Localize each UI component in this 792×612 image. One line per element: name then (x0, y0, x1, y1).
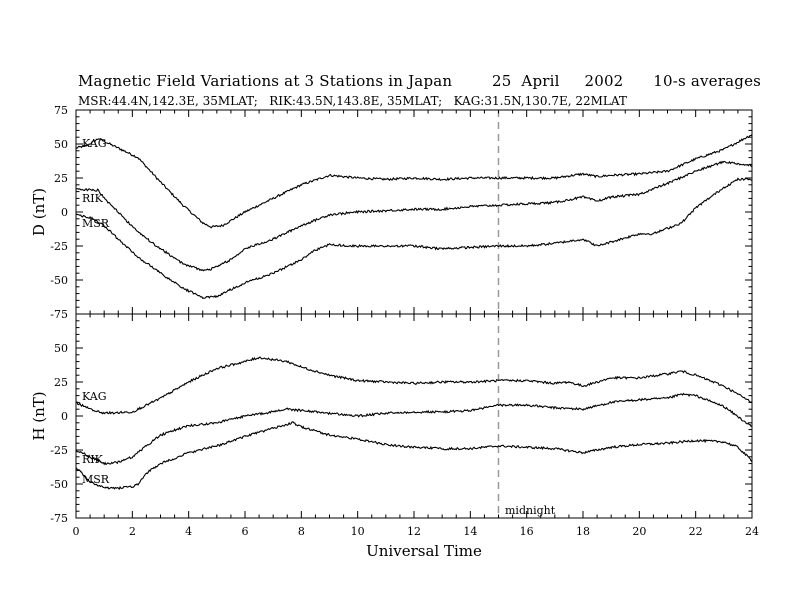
station-coordinates: MSR:44.4N,142.3E, 35MLAT; RIK:43.5N,143.… (78, 94, 627, 108)
x-tick-label: 0 (73, 525, 80, 538)
y-tick-label: 0 (61, 206, 68, 219)
y-tick-label: -25 (50, 444, 68, 457)
d-rik-series-line (75, 160, 753, 272)
h-panel-ylabel: H (nT) (30, 391, 48, 440)
x-tick-label: 12 (407, 525, 421, 538)
h-msr-series-line (75, 421, 753, 491)
x-tick-label: 24 (745, 525, 759, 538)
x-tick-label: 22 (689, 525, 703, 538)
x-axis-title: Universal Time (366, 542, 482, 560)
x-tick-label: 14 (463, 525, 477, 538)
d-kag-series-line (75, 134, 753, 229)
y-tick-label: 0 (61, 410, 68, 423)
h-msr-label: MSR (82, 473, 110, 486)
x-tick-label: 4 (185, 525, 192, 538)
x-tick-label: 6 (242, 525, 249, 538)
x-tick-label: 18 (576, 525, 590, 538)
y-tick-label: 25 (54, 376, 68, 389)
y-tick-label: 50 (54, 138, 68, 151)
h-kag-label: KAG (82, 390, 107, 403)
d-kag-label: KAG (82, 137, 107, 150)
y-tick-label: -75 (50, 308, 68, 321)
y-tick-label: 75 (54, 104, 68, 117)
d-msr-series-line (75, 177, 753, 300)
x-tick-label: 16 (520, 525, 534, 538)
h-panel-frame (75, 313, 753, 519)
y-tick-label: -50 (50, 274, 68, 287)
h-kag-series-line (75, 356, 753, 415)
series-lines (75, 134, 753, 491)
y-tick-label: 50 (54, 342, 68, 355)
d-rik-label: RIK (82, 192, 104, 205)
x-tick-label: 10 (351, 525, 365, 538)
y-tick-label: -75 (50, 512, 68, 525)
d-panel-ylabel: D (nT) (30, 188, 48, 236)
y-tick-label: 25 (54, 172, 68, 185)
x-tick-label: 20 (632, 525, 646, 538)
y-tick-label: -25 (50, 240, 68, 253)
d-msr-label: MSR (82, 217, 110, 230)
midnight-label: midnight (505, 504, 556, 517)
x-tick-label: 8 (298, 525, 305, 538)
y-tick-label: -50 (50, 478, 68, 491)
chart-title: Magnetic Field Variations at 3 Stations … (78, 72, 762, 90)
h-rik-series-line (75, 392, 753, 466)
x-tick-label: 2 (129, 525, 136, 538)
